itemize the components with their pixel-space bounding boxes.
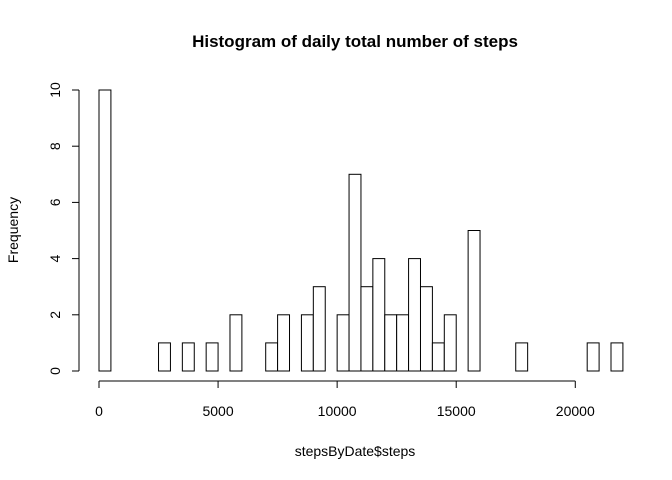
histogram-bar: [467, 230, 481, 372]
histogram-bar: [586, 342, 600, 372]
y-axis-label: Frequency: [5, 197, 21, 263]
histogram-bar: [277, 314, 291, 372]
histogram-bar: [336, 314, 350, 372]
histogram-bar: [265, 342, 279, 372]
y-tick-label: 2: [47, 311, 63, 319]
histogram-bar: [408, 258, 421, 372]
histogram-bar: [300, 314, 314, 372]
x-axis-label: stepsByDate$steps: [295, 443, 416, 459]
x-axis: 0 5000 10000 15000 20000: [95, 380, 595, 419]
histogram-bar: [431, 342, 445, 372]
histogram-bar: [610, 342, 624, 372]
histogram-bar: [396, 314, 410, 372]
y-tick-label: 10: [47, 82, 63, 98]
histogram-bar: [360, 286, 374, 372]
histogram-bar: [443, 314, 457, 372]
y-axis: 0 2 4 6 8 10: [47, 82, 80, 375]
histogram-bar: [181, 342, 195, 372]
histogram-bar: [515, 342, 529, 372]
histogram-bar: [312, 286, 326, 372]
chart-title: Histogram of daily total number of steps: [192, 32, 518, 51]
histogram-bar: [384, 314, 398, 372]
bars-group: [98, 89, 624, 372]
histogram-bar: [372, 258, 386, 372]
x-tick-label: 20000: [556, 403, 595, 419]
histogram-bar: [158, 342, 171, 372]
y-tick-label: 8: [47, 142, 63, 150]
y-tick-label: 6: [47, 198, 63, 206]
x-tick-label: 0: [95, 403, 103, 419]
histogram-bar: [348, 173, 362, 372]
x-tick-label: 10000: [318, 403, 357, 419]
histogram-bar: [419, 286, 433, 372]
histogram-bar: [229, 314, 243, 372]
histogram-bar: [98, 89, 112, 372]
x-tick-label: 15000: [437, 403, 476, 419]
y-tick-label: 4: [47, 254, 63, 262]
y-tick-label: 0: [47, 367, 63, 375]
histogram-bar: [205, 342, 219, 372]
x-tick-label: 5000: [202, 403, 233, 419]
